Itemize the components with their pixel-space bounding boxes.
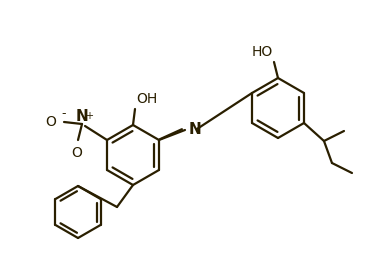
Text: N: N	[75, 109, 88, 124]
Text: OH: OH	[136, 92, 157, 106]
Text: N: N	[189, 122, 202, 137]
Text: +: +	[85, 111, 93, 121]
Text: HO: HO	[252, 45, 273, 59]
Text: -: -	[62, 107, 66, 120]
Text: O: O	[72, 146, 83, 160]
Text: O: O	[45, 115, 56, 129]
